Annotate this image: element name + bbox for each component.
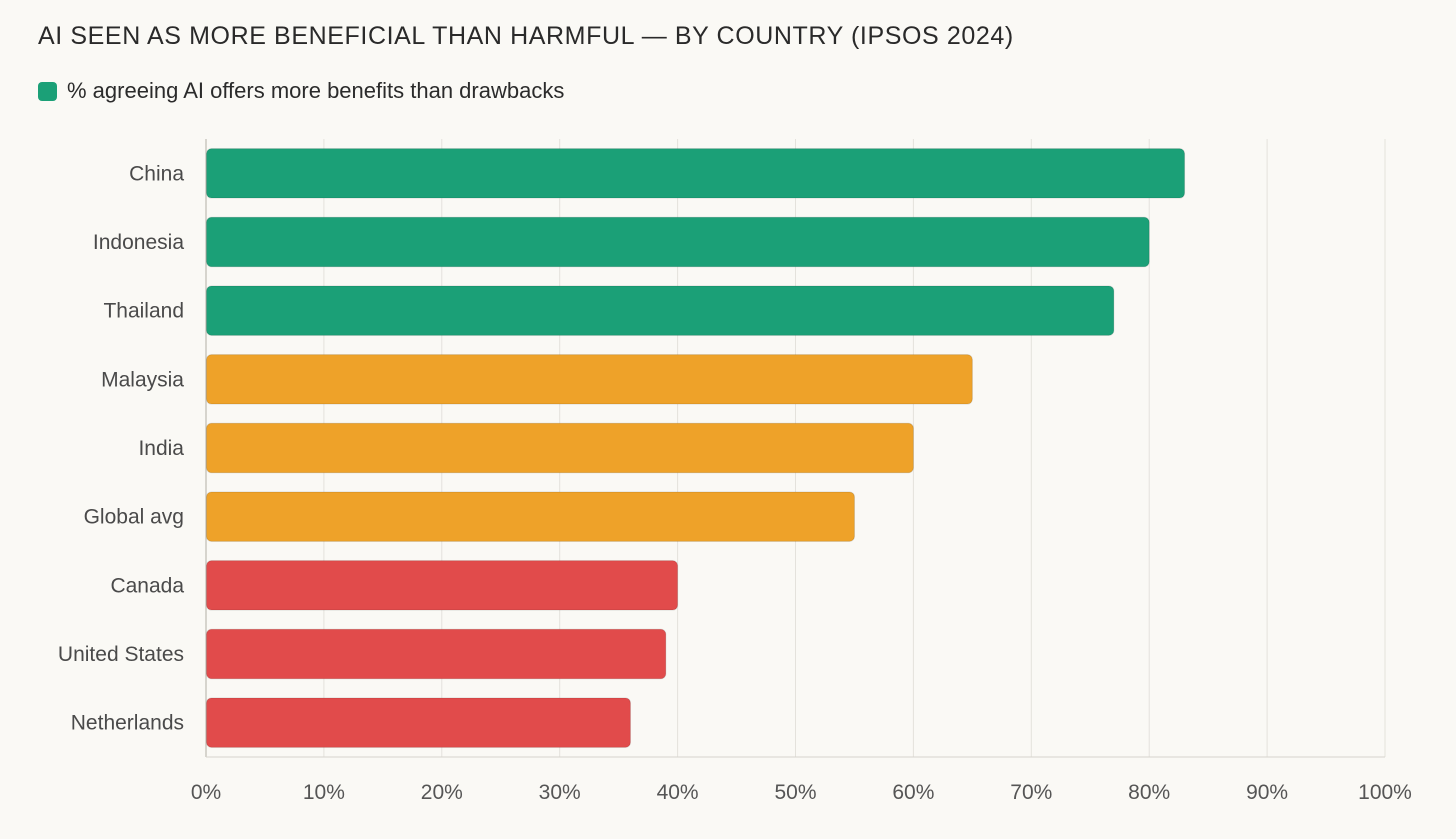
x-tick-label: 0% <box>191 781 221 804</box>
category-label: United States <box>58 643 184 666</box>
category-label: India <box>138 437 184 460</box>
category-labels: China Indonesia Thailand Malaysia India Globa… <box>58 162 184 734</box>
x-tick-label: 90% <box>1246 781 1288 804</box>
x-tick-label: 60% <box>892 781 934 804</box>
x-tick-label: 70% <box>1010 781 1052 804</box>
category-label: China <box>129 162 184 185</box>
bar <box>206 491 855 542</box>
x-tick-label: 10% <box>303 781 345 804</box>
x-tick-label: 20% <box>421 781 463 804</box>
bar <box>206 560 679 611</box>
category-label: Netherlands <box>71 712 184 735</box>
legend-swatch <box>38 81 57 101</box>
bar <box>206 148 1186 199</box>
x-tick-label: 80% <box>1128 781 1170 804</box>
x-tick-label: 30% <box>539 781 581 804</box>
bar <box>206 216 1150 268</box>
bars <box>206 148 1186 748</box>
bar <box>206 285 1115 336</box>
category-label: Global avg <box>84 506 184 529</box>
x-tick-label: 50% <box>774 781 816 804</box>
x-tick-label: 100% <box>1358 781 1412 804</box>
chart-title: AI SEEN AS MORE BENEFICIAL THAN HARMFUL … <box>38 22 1014 50</box>
legend-label: % agreeing AI offers more benefits than … <box>67 78 565 103</box>
bar <box>206 697 631 748</box>
bar <box>206 422 914 474</box>
legend: % agreeing AI offers more benefits than … <box>38 77 564 105</box>
x-tick-label: 40% <box>657 781 699 804</box>
bar <box>206 628 667 680</box>
category-label: Malaysia <box>101 368 184 391</box>
category-label: Thailand <box>103 300 184 323</box>
x-tick-labels: 0% 10% 20% 30% 40% 50% 60% 70% 80% 90% 100% <box>191 781 1412 804</box>
category-label: Canada <box>110 574 184 597</box>
bar <box>206 354 973 405</box>
category-label: Indonesia <box>93 231 184 254</box>
